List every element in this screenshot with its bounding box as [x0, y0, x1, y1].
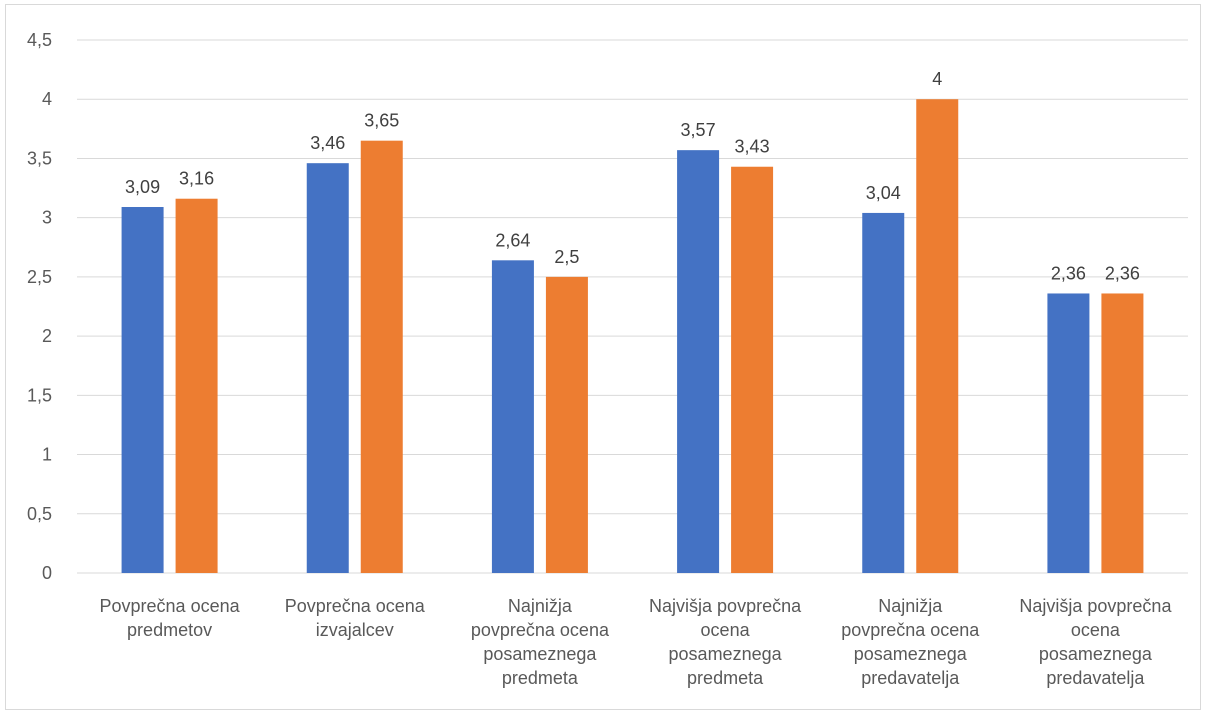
- y-tick-label: 1: [42, 445, 52, 465]
- x-tick-label: Najvišja povprečna ocena posameznega predme…: [649, 596, 802, 688]
- bar-series-2: [731, 166, 774, 574]
- bar-series-2: [175, 198, 218, 573]
- bar-series-2: [360, 140, 403, 573]
- y-tick-label: 3,5: [27, 148, 52, 168]
- data-label: 3,57: [681, 120, 716, 140]
- data-label: 3,65: [364, 111, 399, 131]
- x-axis: Povprečna ocena predmetov Povprečna ocena i…: [100, 596, 1173, 688]
- y-axis: 0 0,5 1 1,5 2 2,5 3 3,5 4 4,5: [27, 30, 52, 583]
- bar-series-2: [916, 99, 959, 573]
- data-label: 3,16: [179, 169, 214, 189]
- gridlines: [77, 39, 1188, 574]
- bar-series-1: [1047, 293, 1090, 573]
- data-label: 3,46: [310, 133, 345, 153]
- bar-series-2: [545, 276, 588, 573]
- y-tick-label: 4: [42, 89, 52, 109]
- bar-series-1: [862, 212, 905, 573]
- y-tick-label: 3: [42, 208, 52, 228]
- bar-series-1: [121, 207, 164, 574]
- y-tick-label: 1,5: [27, 385, 52, 405]
- bar-series-1: [491, 260, 534, 573]
- y-tick-label: 4,5: [27, 30, 52, 50]
- data-label: 2,36: [1105, 263, 1140, 283]
- data-label: 2,36: [1051, 263, 1086, 283]
- bar-series-2: [1101, 293, 1144, 573]
- data-labels: 3,09 3,16 3,46 3,65 2,64 2,5 3,57 3,43 3,04 4 2,36…: [125, 69, 1140, 283]
- bars: [121, 99, 1144, 574]
- y-tick-label: 2,5: [27, 267, 52, 287]
- y-tick-label: 0,5: [27, 504, 52, 524]
- y-tick-label: 0: [42, 563, 52, 583]
- data-label: 3,43: [735, 137, 770, 157]
- x-tick-label: Povprečna ocena izvajalcev: [285, 596, 426, 640]
- y-tick-label: 2: [42, 326, 52, 346]
- x-tick-label: Najnižja povprečna ocena posameznega predav…: [841, 596, 980, 688]
- bar-series-1: [306, 163, 349, 573]
- x-tick-label: Povprečna ocena predmetov: [100, 596, 241, 640]
- x-tick-label: Najvišja povprečna ocena posameznega predav…: [1019, 596, 1172, 688]
- data-label: 4: [932, 69, 942, 89]
- data-label: 3,09: [125, 177, 160, 197]
- data-label: 3,04: [866, 183, 901, 203]
- bar-series-1: [677, 150, 720, 574]
- data-label: 2,5: [554, 247, 579, 267]
- data-label: 2,64: [495, 230, 530, 250]
- x-tick-label: Najnižja povprečna ocena posameznega predme…: [471, 596, 610, 688]
